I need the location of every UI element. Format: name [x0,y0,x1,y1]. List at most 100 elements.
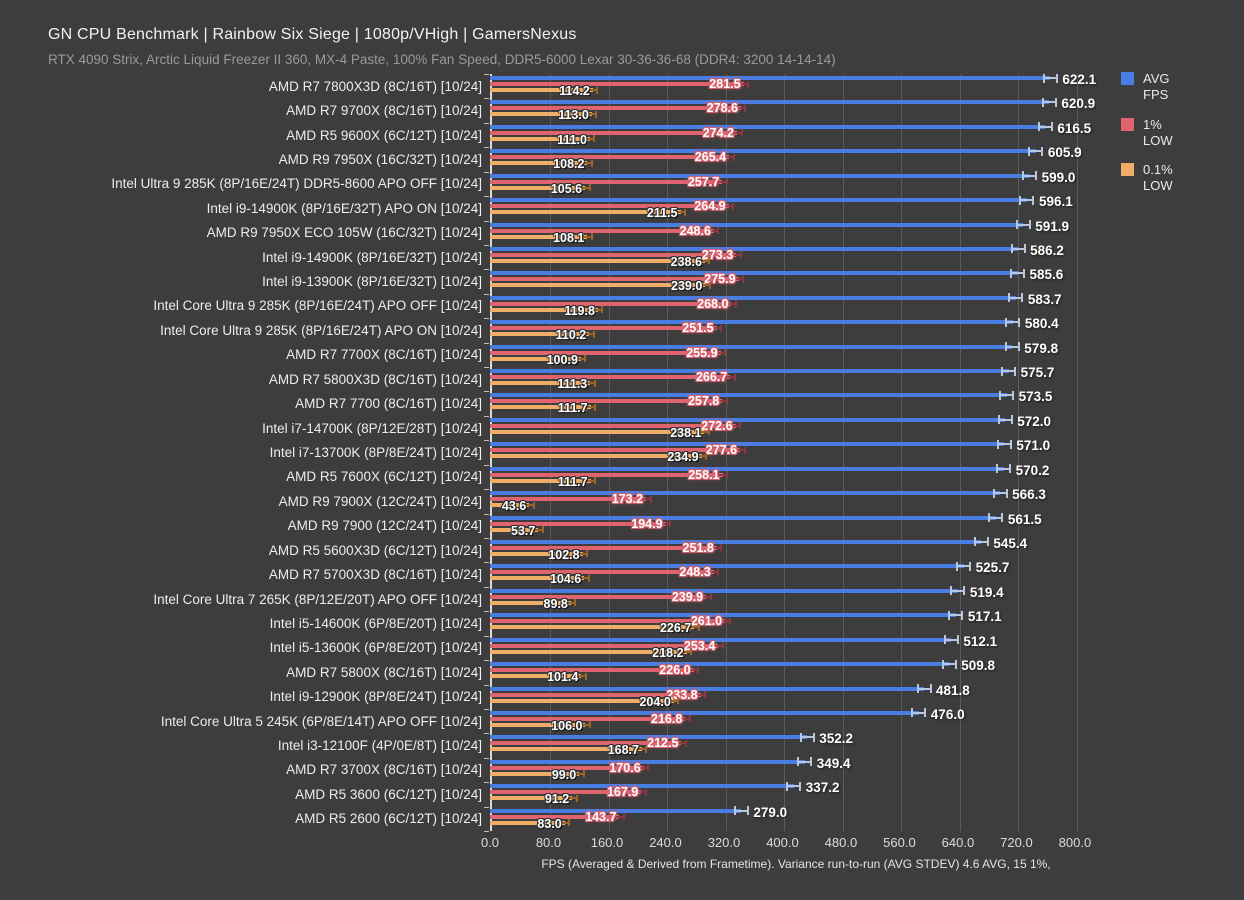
low01-bar [490,698,674,703]
x-tick-label: 800.0 [1058,835,1092,850]
avg-error-whisker-line [1024,174,1036,177]
category-label: AMD R7 5800X3D (8C/16T) [10/24] [268,371,482,387]
low1-error-whisker-line [642,498,650,501]
y-axis-tick [484,415,489,417]
avg-error-whisker-line [945,638,957,641]
low01-bar [490,234,588,239]
y-axis-tick [484,318,489,320]
low01-error-whisker-line [587,479,595,482]
low1-bar [490,765,644,770]
category-label: AMD R7 7800X3D (8C/16T) [10/24] [268,78,482,94]
low1-error-whisker [638,764,650,772]
chart-row: Intel Core Ultra 9 285K (8P/16E/24T) APO… [0,292,1244,318]
avg-error-whisker [786,781,802,791]
y-axis-tick [484,440,489,442]
chart-row: Intel i3-12100F (4P/0E/8T) [10/24] 352.2 2… [0,731,1244,757]
low1-error-whisker [730,251,742,259]
avg-error-whisker-line [918,687,930,690]
avg-error-whisker [1041,97,1057,107]
low1-bar [490,619,726,624]
avg-error-whisker [1010,268,1026,278]
legend: AVG FPS 1% LOW 0.1% LOW [1121,71,1191,208]
low01-error-whisker-line [577,675,585,678]
category-label: Intel i9-12900K (8P/8E/24T) [10/24] [269,689,482,705]
avg-bar [490,149,1036,154]
low01-bar [490,478,591,483]
category-label: AMD R9 7950X (16C/32T) [10/24] [278,151,482,167]
low01-error-whisker-line [525,504,533,507]
rows-layer: AMD R7 7800X3D (8C/16T) [10/24] 622.1 281.… [0,72,1244,831]
low01-bar [490,136,590,141]
low1-bar [490,741,682,746]
avg-error-whisker-line [1007,321,1019,324]
y-axis-tick [484,537,489,539]
footnote: FPS (Averaged & Derived from Frametime).… [541,857,1051,871]
category-label: AMD R7 7700X (8C/16T) [10/24] [286,347,482,363]
bar-group: 337.2 167.9 91.2 [490,780,1244,807]
avg-error-whisker-line [801,736,813,739]
low1-bar [490,521,666,526]
x-tick-label: 80.0 [535,835,562,850]
avg-error-whisker-line [1012,272,1024,275]
x-tick-label: 320.0 [707,835,741,850]
avg-bar [490,564,964,569]
bar-group: 616.5 274.2 111.0 [490,121,1244,147]
low1-error-whisker-line [726,376,734,379]
y-axis-tick [484,367,489,369]
y-axis-tick [484,782,489,784]
category-label: AMD R9 7900 (12C/24T) [10/24] [287,518,482,534]
y-axis-tick [484,171,489,173]
avg-value-label: 571.0 [1016,438,1051,454]
chart-row: AMD R7 9700X (8C/16T) [10/24] 620.9 278.6 1… [0,96,1244,122]
low01-bar [490,771,580,776]
avg-bar [490,198,1027,203]
low1-error-whisker-line [725,205,733,208]
avg-error-whisker [950,586,966,596]
y-axis-tick [484,831,489,833]
avg-error-whisker-line [998,467,1010,470]
low01-bar [490,576,585,581]
low1-error-whisker [613,813,625,821]
avg-bar [490,735,808,740]
legend-swatch-01pct-low [1121,163,1134,176]
avg-bar [490,100,1050,105]
avg-error-whisker-line [958,565,970,568]
chart-row: AMD R7 5700X3D (8C/16T) [10/24] 525.7 248.… [0,560,1244,587]
avg-bar [490,124,1046,129]
avg-error-whisker [941,659,957,669]
low01-bar [490,454,702,459]
low01-value-label: 43.6 [501,499,527,514]
low01-value-label: 91.2 [544,792,570,807]
low1-error-whisker [723,202,735,210]
low1-error-whisker-line [735,278,743,281]
category-label: AMD R7 3700X (8C/16T) [10/24] [286,762,482,778]
x-tick-label: 400.0 [766,835,799,850]
avg-value-label: 349.4 [816,755,851,771]
low1-value-label: 281.5 [709,77,741,91]
bar-group: 509.8 226.0 101.4 [490,658,1244,684]
low01-value-label: 108.1 [553,230,585,245]
avg-error-whisker-line [998,443,1010,446]
x-axis-ticks: 0.0 80.0 160.0 240.0 320.0 400.0 480.0 560.0 640… [481,835,1102,853]
low01-bar [490,381,591,386]
category-label: AMD R5 7600X (6C/12T) [10/24] [286,469,482,485]
low1-error-whisker-line [732,253,740,256]
low01-bar [490,112,592,117]
low1-bar [490,301,732,306]
low01-error-whisker [584,379,596,387]
avg-error-whisker [911,708,927,718]
low01-error-whisker-line [583,162,591,165]
low1-error-whisker [731,129,743,137]
avg-error-whisker-line [1006,345,1018,348]
avg-bar [490,515,996,520]
avg-value-label: 580.4 [1024,316,1059,332]
chart-row: Intel i7-13700K (8P/8E/24T) [10/24] 571.0… [0,438,1244,464]
low01-error-whisker [698,428,710,436]
low1-value-label: 251.8 [682,540,714,555]
low01-error-whisker-line [581,186,589,189]
legend-label-avg-fps: AVG FPS [1143,71,1170,103]
low01-value-label: 104.6 [549,572,582,587]
low01-bar [490,674,582,679]
y-axis-tick [484,74,489,75]
